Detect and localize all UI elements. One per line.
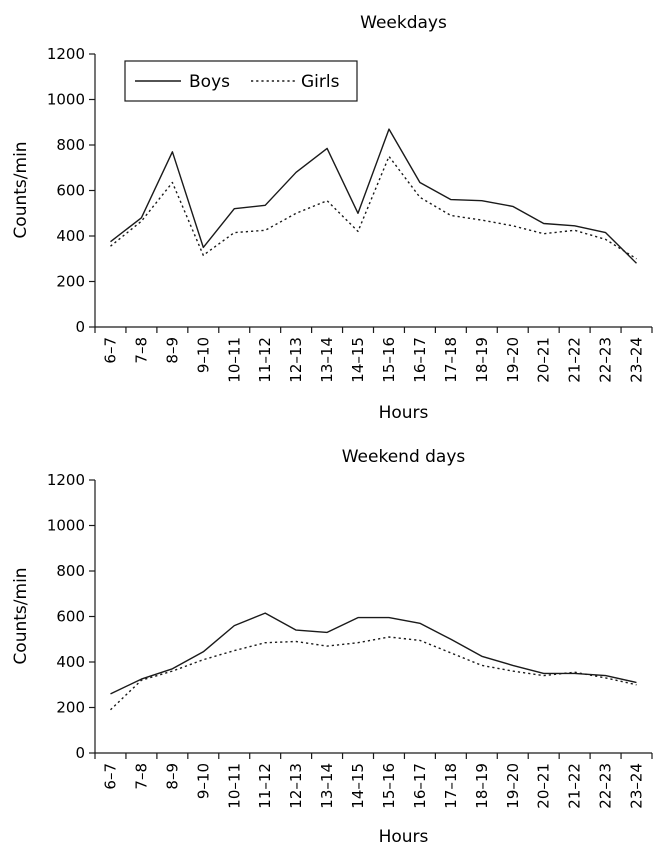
y-tick-label: 0 (75, 744, 85, 762)
x-tick-label: 15–16 (380, 763, 398, 809)
x-tick-label: 9–10 (194, 763, 212, 799)
y-tick-label: 1000 (47, 91, 85, 109)
weekend-days-chart: Weekend days 0 200 400 600 800 1000 1200 6–7 7–8 8… (11, 447, 653, 846)
x-tick-label: 22–23 (597, 763, 615, 809)
x-tick-label: 9–10 (194, 337, 212, 373)
x-tick-label: 22–23 (597, 337, 615, 383)
chart-title: Weekend days (342, 447, 466, 467)
x-tick-label: 20–21 (535, 763, 553, 809)
x-tick-label: 17–18 (442, 763, 460, 809)
x-tick-label: 8–9 (163, 337, 181, 364)
y-tick-label: 400 (56, 227, 85, 245)
y-tick-label: 1200 (47, 45, 85, 63)
x-axis-label: Hours (379, 827, 429, 846)
y-tick-label: 1200 (47, 471, 85, 489)
y-axis-label: Counts/min (11, 141, 31, 238)
x-tick-label: 23–24 (628, 763, 646, 809)
x-axis-label: Hours (379, 403, 429, 423)
y-tick-label: 600 (56, 182, 85, 200)
x-tick-label: 21–22 (566, 337, 584, 383)
y-tick-label: 200 (56, 273, 85, 291)
x-tick-label: 19–20 (504, 337, 522, 383)
y-tick-label: 600 (56, 608, 85, 626)
series-line-boys (110, 612, 637, 695)
x-tick-label: 14–15 (349, 763, 367, 809)
y-tick-label: 200 (56, 699, 85, 717)
x-tick-label: 21–22 (566, 763, 584, 809)
x-tick-label: 12–13 (287, 337, 305, 383)
x-tick-label: 16–17 (411, 763, 429, 809)
x-tick-label: 16–17 (411, 337, 429, 383)
chart-title: Weekdays (360, 13, 447, 33)
x-tick-label: 18–19 (473, 337, 491, 383)
x-tick-label: 7–8 (132, 763, 150, 790)
x-tick-label: 11–12 (256, 337, 274, 383)
x-tick-label: 17–18 (442, 337, 460, 383)
x-tick-label: 14–15 (349, 337, 367, 383)
x-tick-label: 10–11 (225, 337, 243, 383)
x-tick-label: 11–12 (256, 763, 274, 809)
y-tick-label: 0 (75, 318, 85, 336)
x-tick-label: 18–19 (473, 763, 491, 809)
series-line-boys (110, 128, 637, 264)
x-tick-label: 12–13 (287, 763, 305, 809)
y-tick-label: 800 (56, 136, 85, 154)
legend-label-girls: Girls (301, 72, 340, 92)
y-tick-label: 400 (56, 653, 85, 671)
series-line-girls (110, 155, 637, 260)
legend-label-boys: Boys (189, 72, 230, 92)
x-tick-label: 8–9 (163, 763, 181, 790)
x-tick-label: 20–21 (535, 337, 553, 383)
series-line-girls (110, 636, 637, 711)
legend: Boys Girls (124, 60, 358, 102)
x-tick-label: 10–11 (225, 763, 243, 809)
weekdays-chart: Weekdays 0 200 400 600 800 1000 1200 6–7 7–8 8–9 9–… (11, 13, 653, 423)
x-tick-label: 6–7 (101, 763, 119, 790)
y-tick-label: 800 (56, 562, 85, 580)
x-tick-label: 7–8 (132, 337, 150, 364)
x-tick-label: 15–16 (380, 337, 398, 383)
x-tick-label: 6–7 (101, 337, 119, 364)
x-tick-label: 13–14 (318, 763, 336, 809)
y-tick-label: 1000 (47, 517, 85, 535)
x-tick-label: 13–14 (318, 337, 336, 383)
x-tick-label: 23–24 (628, 337, 646, 383)
x-tick-label: 19–20 (504, 763, 522, 809)
y-axis-label: Counts/min (11, 567, 31, 664)
